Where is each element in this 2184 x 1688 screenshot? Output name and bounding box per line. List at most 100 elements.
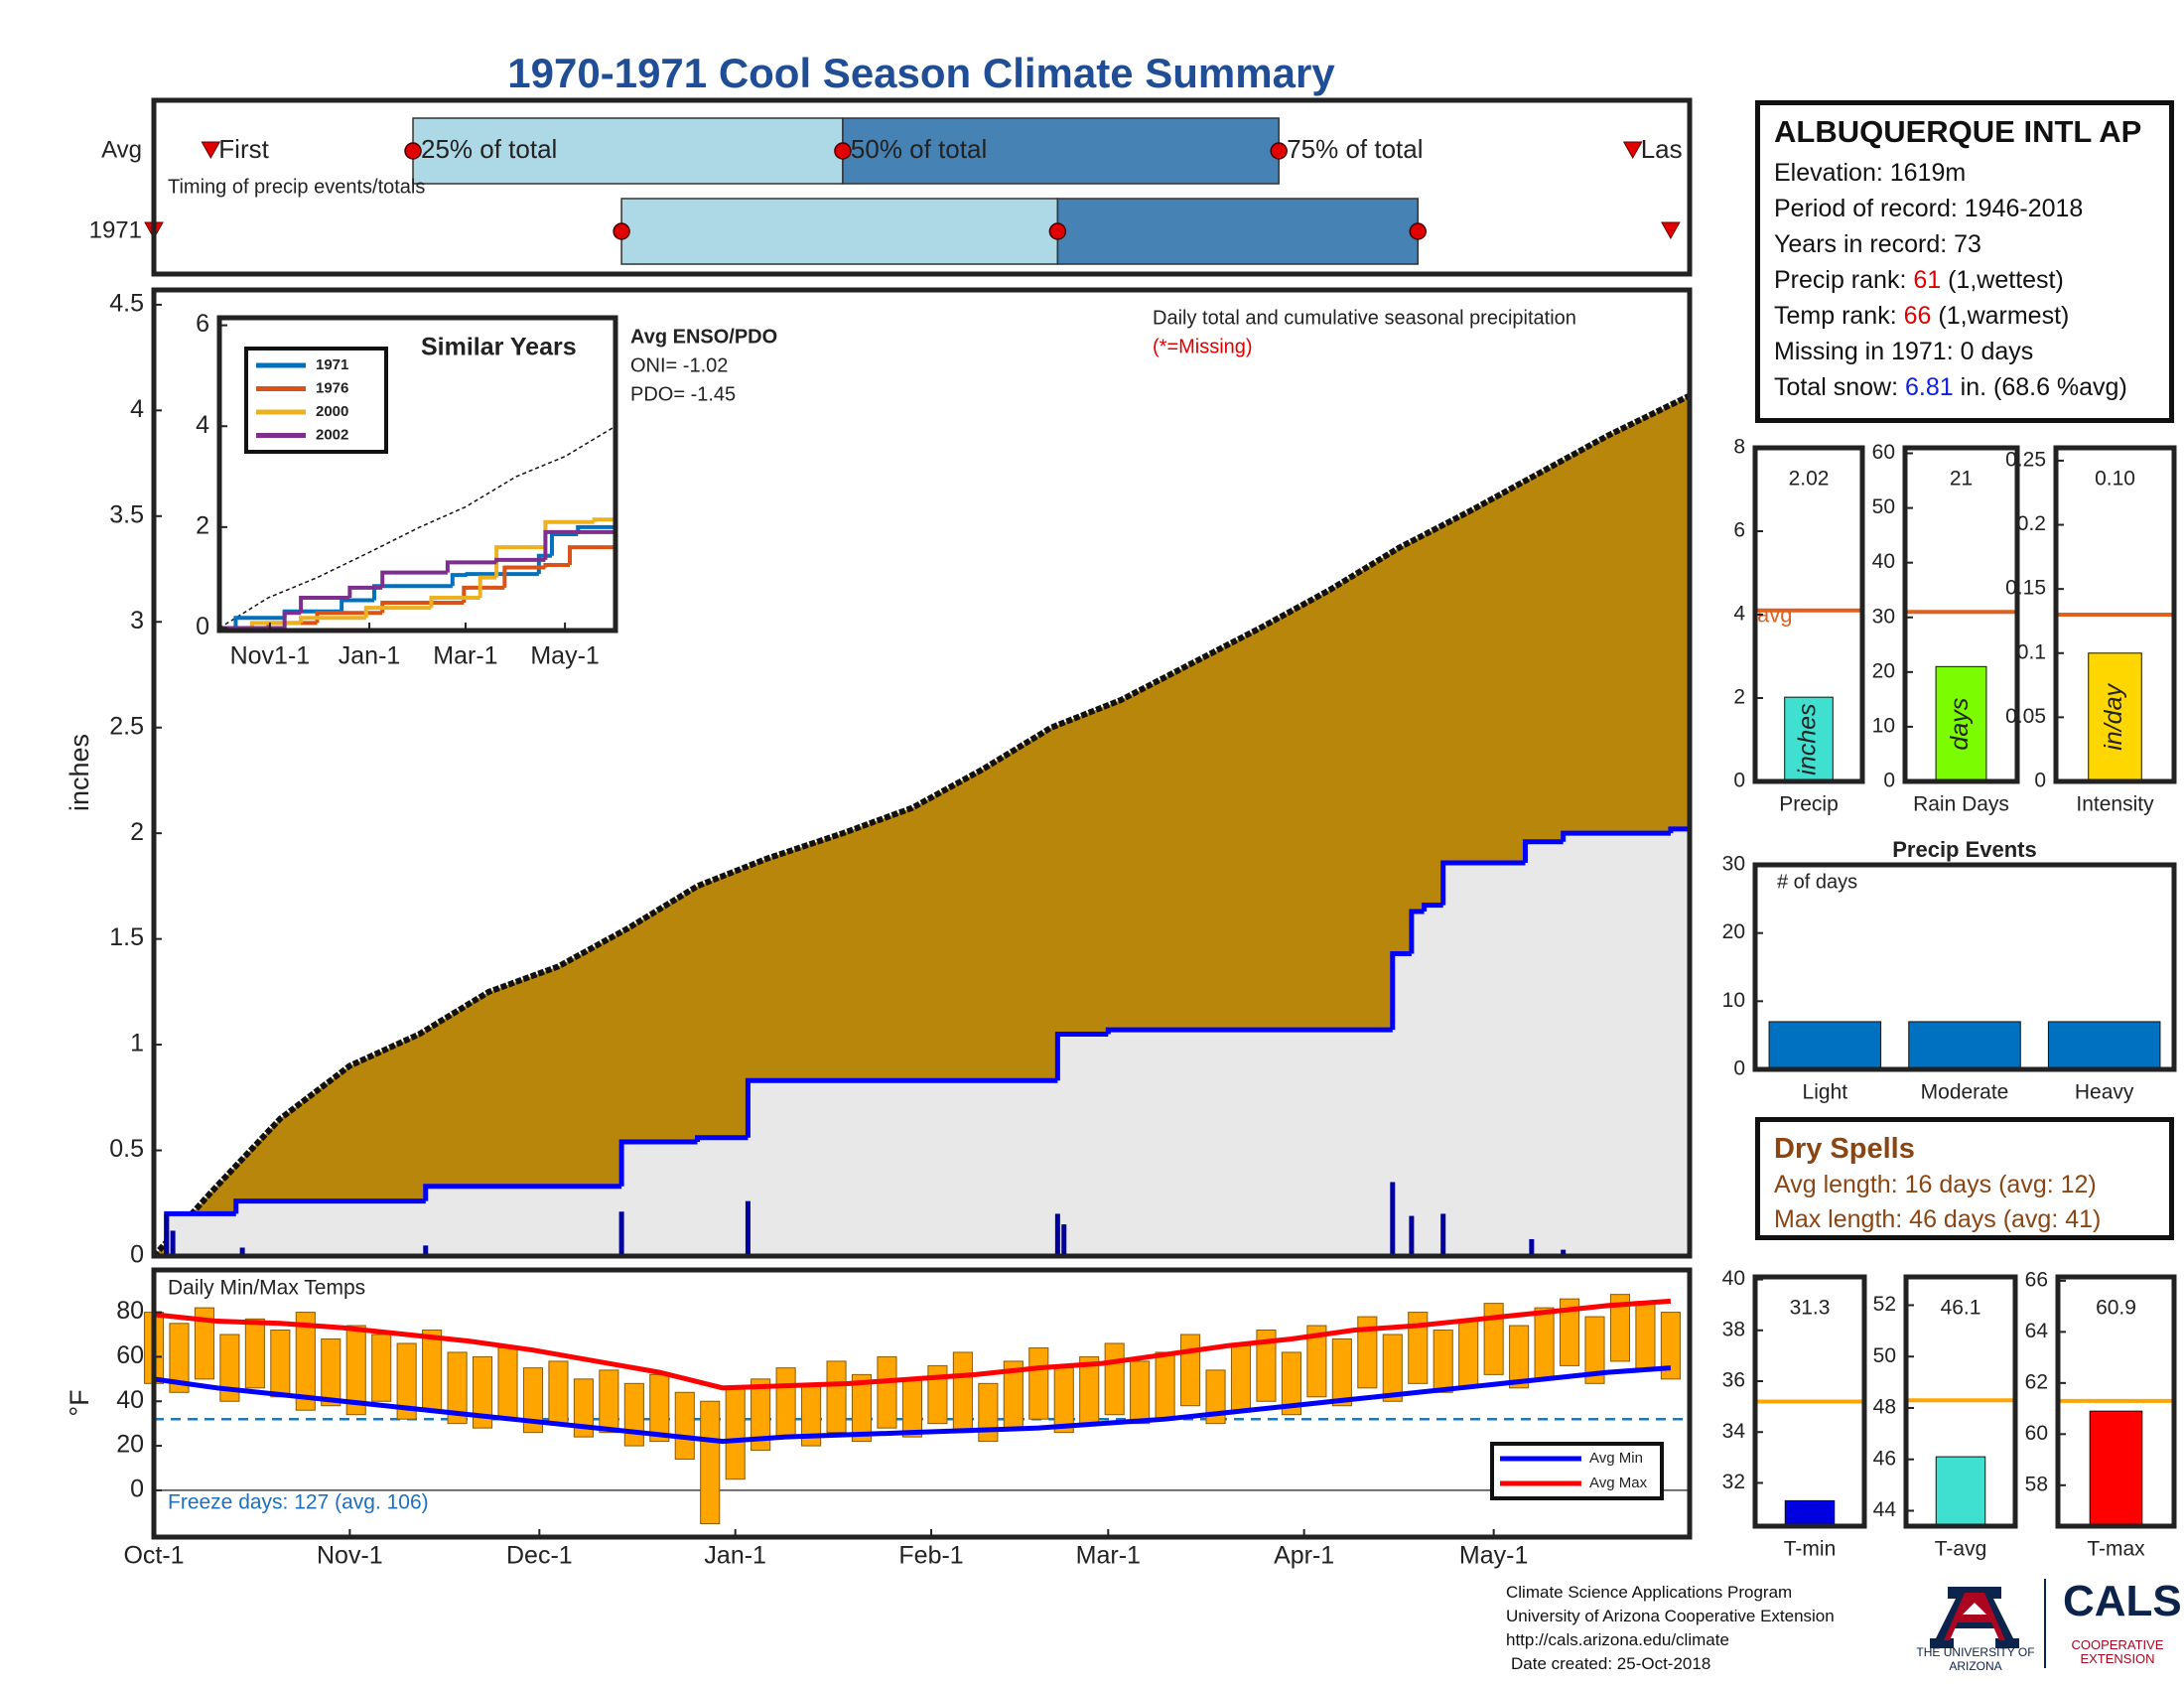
x-tick-label: May-1 [530, 642, 599, 670]
temp-bar [952, 1351, 973, 1434]
data-label: 60.9 [2096, 1297, 2136, 1320]
temp-bar [1609, 1294, 1631, 1362]
note: (1,wettest) [1948, 266, 2064, 294]
cumulative-line [1561, 830, 1671, 842]
temp-bar [522, 1367, 544, 1434]
daily-bar [239, 1247, 245, 1256]
daily-bar [618, 1211, 624, 1256]
timing-triangle [201, 141, 221, 160]
temp-bar [371, 1334, 392, 1402]
daily-bar [423, 1245, 429, 1256]
reference-line [218, 425, 616, 630]
axes-frame [151, 287, 1693, 1259]
y-tick-label: 0 [2034, 770, 2046, 792]
axes-frame [151, 1267, 1693, 1540]
y-tick-label: 40 [1872, 550, 1895, 573]
temp-bar [1230, 1342, 1252, 1411]
y-tick-label: 20 [1722, 920, 1745, 943]
temp-bar [623, 1382, 644, 1447]
x-tick-label: May-1 [1459, 1542, 1528, 1570]
temp-bar [219, 1334, 240, 1402]
bar [1784, 1499, 1836, 1527]
y-tick-label: 58 [2025, 1473, 2048, 1495]
axes-frame [216, 315, 618, 633]
y-tick-label: 8 [1733, 436, 1745, 459]
y-tick-label: 2.5 [109, 712, 144, 740]
y-tick-label: 46 [1873, 1447, 1896, 1470]
data-label: 2.02 [1789, 468, 1830, 491]
temp-bar [1635, 1303, 1656, 1371]
timing-label: 50% of total [851, 134, 987, 164]
ua-logo [1930, 1579, 2046, 1668]
series-line [445, 560, 497, 573]
temp-bar [1205, 1369, 1226, 1425]
y-tick-label: 4.5 [109, 290, 144, 318]
cumulative-line [233, 1198, 426, 1214]
temp-bar [1104, 1342, 1125, 1416]
y-tick-label: 10 [1872, 714, 1895, 737]
daily-bar [170, 1230, 176, 1256]
temp-bar [1559, 1298, 1580, 1366]
daily-bar [1390, 1182, 1396, 1256]
precip-title: Daily total and cumulative seasonal prec… [1153, 307, 1576, 329]
daily-bar [745, 1200, 751, 1256]
timing-marker [834, 142, 852, 160]
y-tick-label: 1 [130, 1030, 144, 1057]
cumulative-fill [1670, 828, 1691, 1256]
y-tick-label: 0.5 [109, 1135, 144, 1163]
series-line [299, 595, 350, 614]
y-tick-label: 60 [116, 1341, 144, 1369]
cumulative-fill [621, 1142, 698, 1256]
category-label: Intensity [2076, 793, 2154, 816]
snow: Total snow: 6.81 in. (68.6 %avg) [1774, 369, 2155, 405]
y-tick-label: 0 [1733, 770, 1745, 792]
legend-label: Avg Max [1589, 1475, 1648, 1491]
precip-rank: Precip rank: 61 (1,wettest) [1774, 262, 2155, 298]
category-label: Precip [1779, 793, 1839, 816]
cumulative-line [618, 1139, 698, 1187]
y-tick-label: 0.15 [2005, 577, 2046, 600]
daily-bar [164, 1213, 170, 1256]
y-tick-label: 36 [1722, 1369, 1745, 1392]
series-line [568, 545, 615, 565]
y-tick-label: 50 [1873, 1344, 1896, 1367]
cumulative-line [423, 1184, 622, 1201]
axes-frame [151, 97, 1693, 277]
temp-bar [1458, 1321, 1479, 1389]
y-tick-label: 52 [1873, 1293, 1896, 1316]
temp-bar [775, 1367, 796, 1438]
cumulative-fill [235, 1200, 427, 1256]
temp-bar [1155, 1351, 1175, 1420]
timing-marker [613, 222, 630, 240]
temp-bar [244, 1318, 265, 1389]
y-axis-label: inches [65, 734, 94, 811]
extension: COOPERATIVE EXTENSION [2071, 1637, 2164, 1666]
footer-line: http://cals.arizona.edu/climate [1506, 1630, 1729, 1649]
footer-line: Date created: 25-Oct-2018 [1511, 1654, 1711, 1673]
avg-line [153, 1365, 1672, 1445]
temp-bar [194, 1307, 214, 1380]
value: 66 [1903, 302, 1932, 330]
y-tick-label: 66 [2025, 1268, 2048, 1291]
category-label: Rain Days [1913, 793, 2009, 816]
logo-shape [1944, 1593, 2005, 1640]
y-tick-label: 20 [116, 1431, 144, 1459]
y-tick-label: 30 [1872, 605, 1895, 628]
cumulative-line [1390, 951, 1412, 1031]
temp-bar [270, 1330, 291, 1398]
temp-bar [1382, 1334, 1403, 1402]
temp-bar [1534, 1307, 1555, 1380]
temp-bar [1357, 1316, 1378, 1389]
timing-label: First [218, 134, 269, 164]
x-tick-label: Oct-1 [123, 1542, 184, 1570]
temp-bar [1180, 1334, 1201, 1407]
legend-label: Avg Min [1589, 1450, 1643, 1467]
series-line [543, 562, 571, 568]
value: 61 [1913, 266, 1942, 294]
data-label: 0.10 [2095, 468, 2135, 491]
timing-lower [412, 117, 844, 185]
daily-bar [1061, 1224, 1067, 1256]
y-tick-label: 64 [2025, 1320, 2049, 1342]
bar [1935, 665, 1987, 782]
